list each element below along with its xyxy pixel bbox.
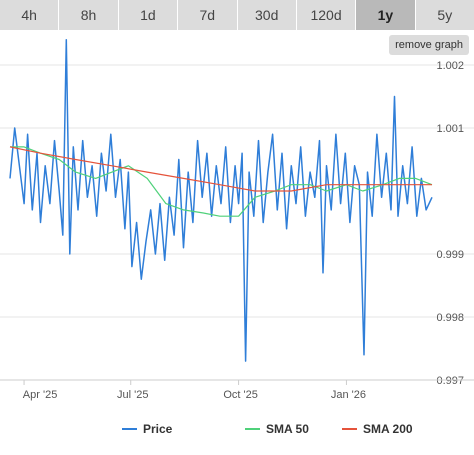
y-tick-label: 0.998 (436, 312, 464, 324)
x-tick-label: Jul '25 (117, 389, 148, 401)
range-tab-8h[interactable]: 8h (59, 0, 119, 30)
x-tick-label: Jan '26 (331, 389, 366, 401)
legend-item-sma-50[interactable]: SMA 50 (245, 422, 309, 436)
range-tab-120d[interactable]: 120d (296, 0, 357, 30)
series-lines (9, 39, 433, 362)
y-tick-label: 0.997 (436, 375, 464, 387)
range-tab-5y[interactable]: 5y (415, 0, 474, 30)
legend-label: SMA 50 (266, 422, 309, 436)
range-tab-1y[interactable]: 1y (356, 0, 416, 30)
legend-label: SMA 200 (363, 422, 413, 436)
range-tab-30d[interactable]: 30d (237, 0, 297, 30)
y-tick-label: 0.999 (436, 249, 464, 261)
series-line-sma-200 (9, 146, 432, 192)
legend-item-sma-200[interactable]: SMA 200 (342, 422, 413, 436)
axes: 1.002 1.001 0.999 0.998 0.997 Apr '25 Jul '25 O… (0, 60, 474, 401)
legend: Price SMA 50 SMA 200 (122, 422, 413, 436)
series-line-sma-50 (10, 146, 433, 217)
remove-graph-button[interactable]: remove graph (389, 35, 469, 55)
y-tick-label: 1.002 (436, 60, 464, 72)
y-tick-label: 1.001 (436, 123, 464, 135)
x-tick-label: Oct '25 (223, 389, 258, 401)
range-tab-1d[interactable]: 1d (118, 0, 179, 30)
series-line-price (9, 39, 433, 362)
legend-item-price[interactable]: Price (122, 422, 173, 436)
legend-label: Price (143, 422, 173, 436)
range-tab-7d[interactable]: 7d (178, 0, 238, 30)
range-tab-4h[interactable]: 4h (0, 0, 60, 30)
x-tick-label: Apr '25 (23, 389, 58, 401)
range-tabs: 4h 8h 1d 7d 30d 120d 1y 5y (0, 0, 474, 30)
